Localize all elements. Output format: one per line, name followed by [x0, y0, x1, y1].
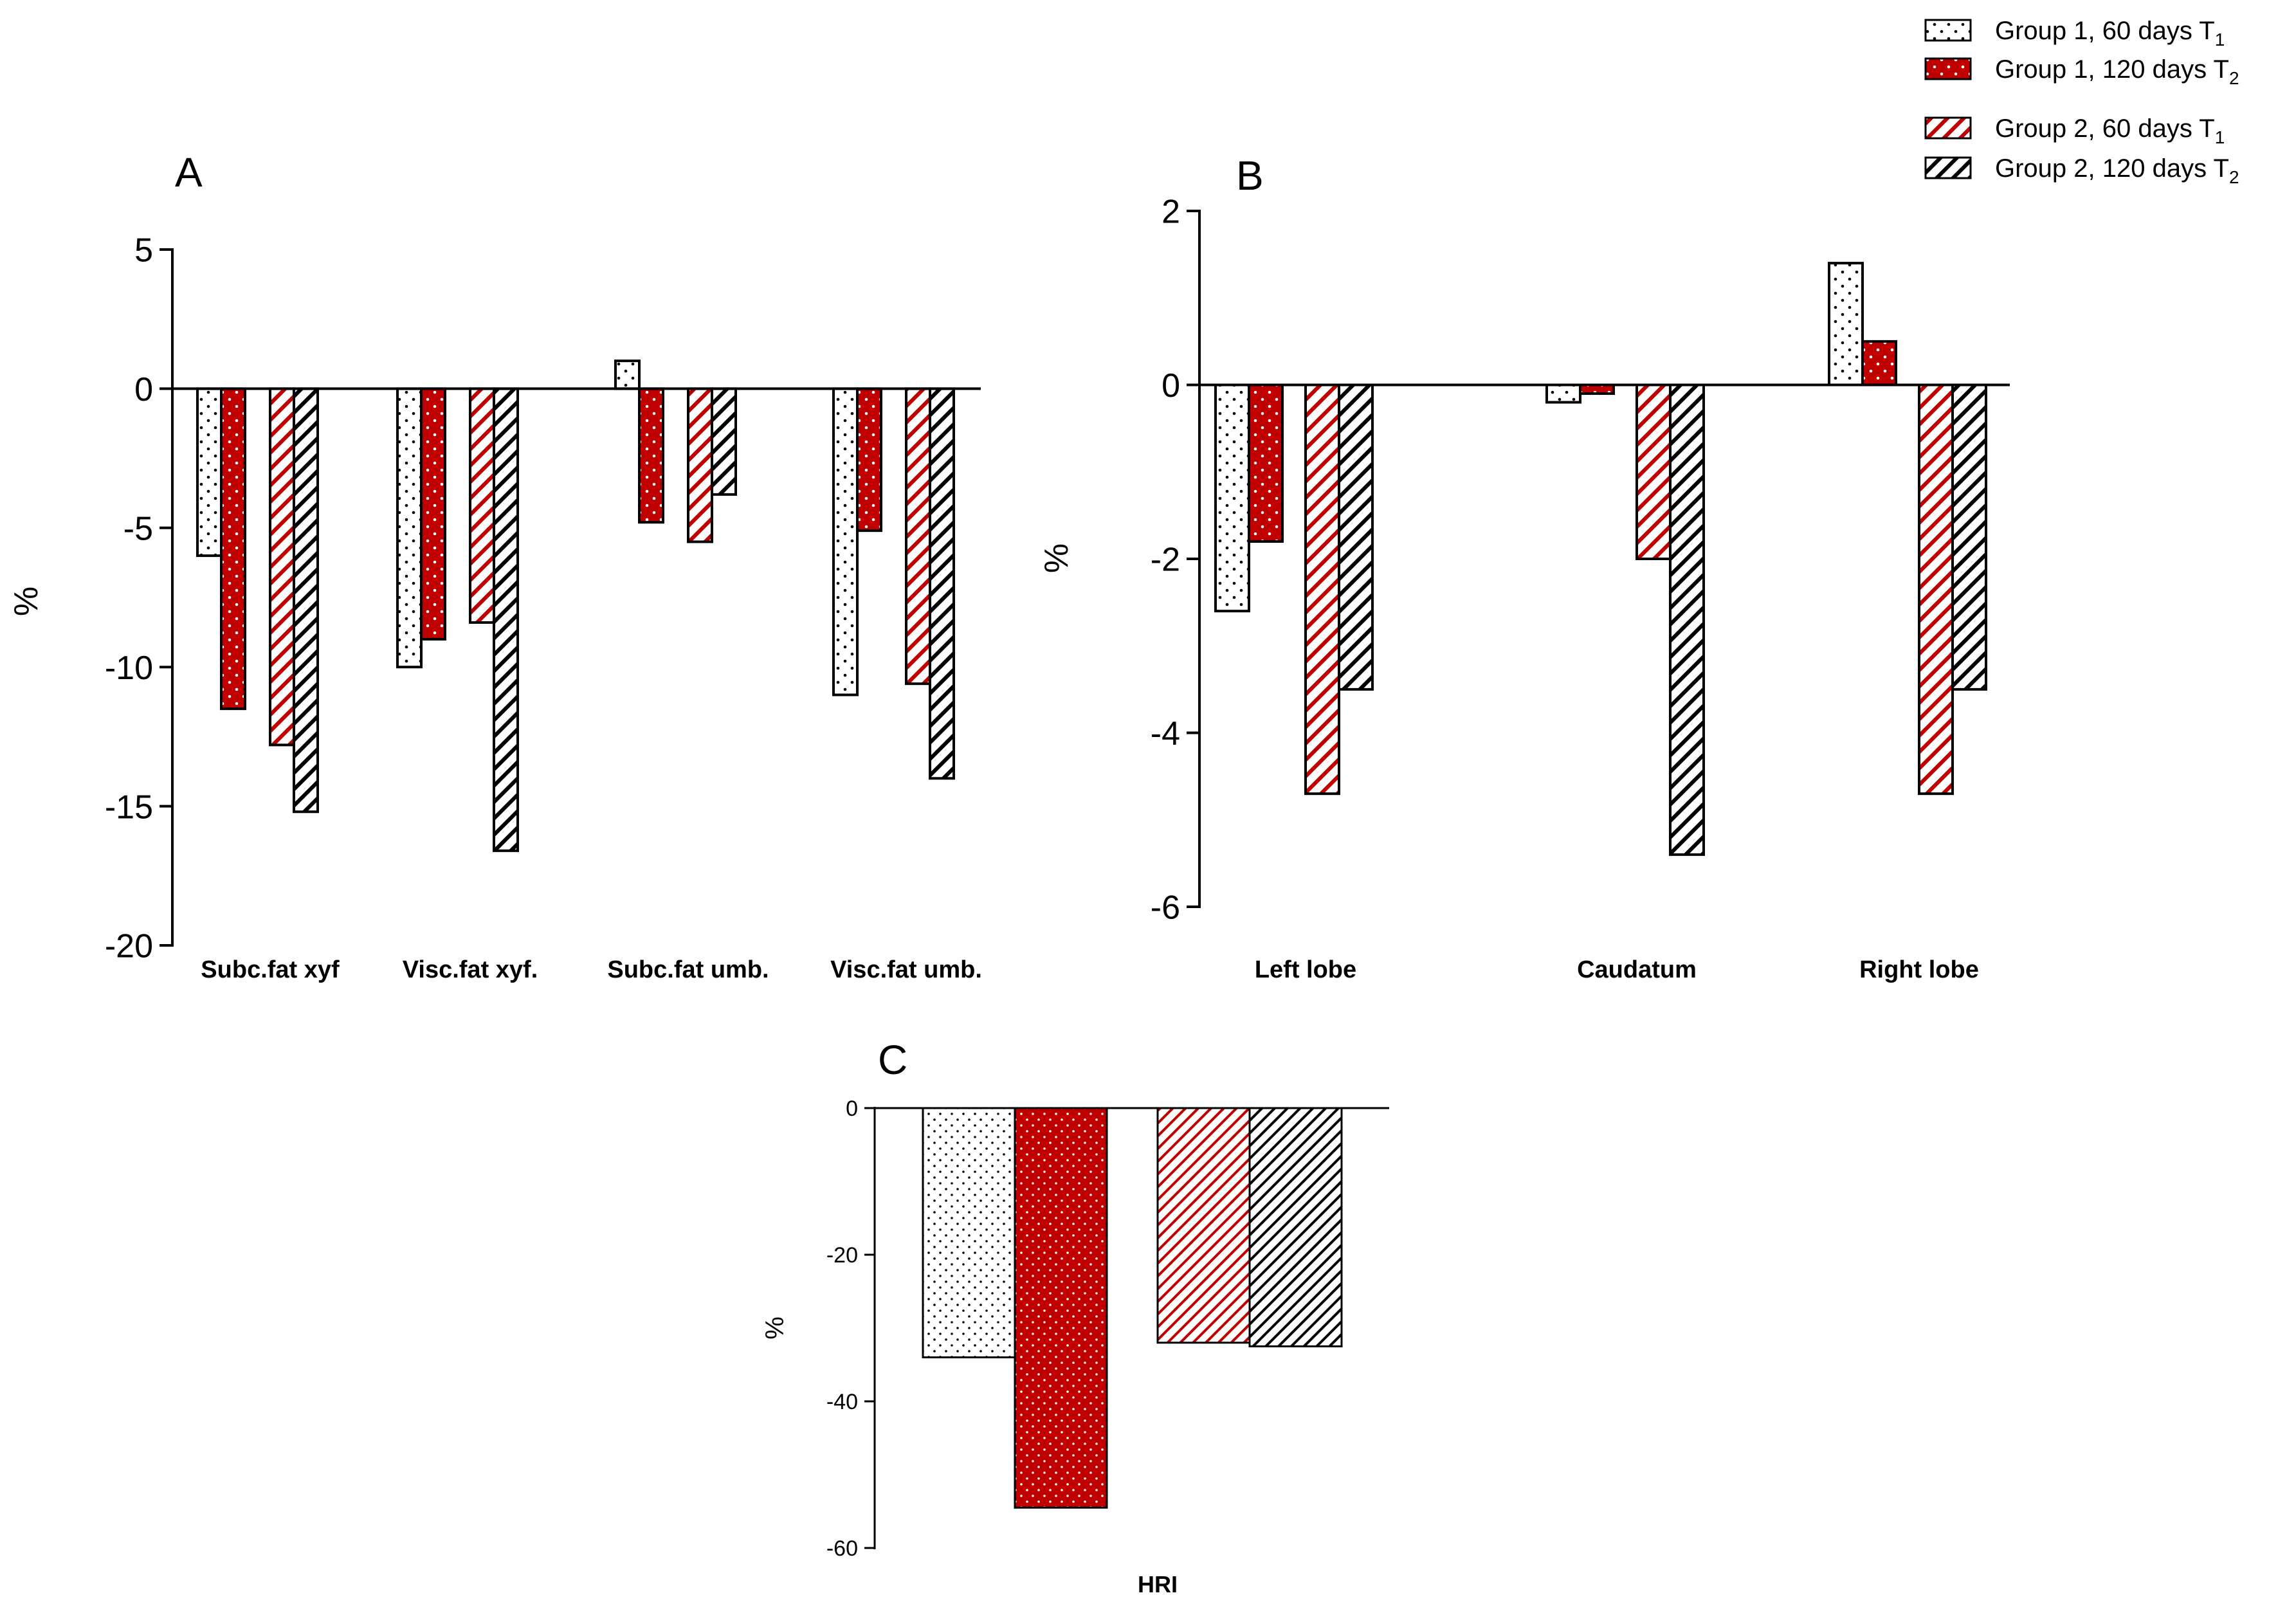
y-tick-label: -5 [123, 511, 153, 548]
legend-item: Group 1, 120 days T2 [1924, 55, 2239, 88]
bar-a-1-3 [493, 387, 519, 852]
category-label: Visc.fat umb. [830, 956, 982, 983]
category-label: Visc.fat xyf. [403, 956, 538, 983]
panel-letter: A [175, 149, 203, 196]
legend-label: Group 1, 60 days T1 [1995, 17, 2225, 50]
bar-b-2-0 [1828, 262, 1864, 387]
legend-label: Group 2, 120 days T2 [1995, 154, 2239, 187]
y-axis-label: % [8, 587, 45, 616]
y-tick-label: -20 [105, 928, 153, 965]
category-label: Right lobe [1859, 956, 1979, 983]
legend-label: Group 2, 60 days T1 [1995, 114, 2225, 147]
y-axis-label: % [761, 1316, 789, 1340]
y-tick-label: -20 [826, 1243, 858, 1268]
bar-a-3-3 [929, 387, 955, 780]
bar-b-2-2 [1918, 383, 1954, 796]
bar-c-0-3 [1248, 1107, 1343, 1347]
category-label: Subc.fat xyf [201, 956, 340, 983]
panel-a: A5 0 -5 -10 -15 -20% Subc.fat xyf Visc.fat xyf.… [8, 149, 982, 983]
y-tick-label: 0 [1162, 367, 1180, 405]
category-label: Left lobe [1255, 956, 1356, 983]
bar-b-2-3 [1951, 383, 1987, 691]
bar-a-2-0 [614, 359, 641, 390]
y-tick-label: -4 [1151, 715, 1180, 752]
category-label: Subc.fat umb. [607, 956, 769, 983]
panel-b: B 2 0 -2 -4 -6% Left lobe Caudatum Right lobe [1038, 152, 2010, 983]
y-tick-label: 5 [134, 232, 153, 269]
legend-item: Group 2, 120 days T2 [1924, 154, 2239, 187]
legend-swatch [1924, 116, 1972, 140]
bar-a-2-3 [711, 387, 737, 496]
legend-label: Group 1, 120 days T2 [1995, 55, 2239, 88]
y-tick-label: -6 [1151, 889, 1180, 927]
y-axis-label: % [1038, 543, 1075, 573]
y-tick-label: 0 [846, 1097, 858, 1121]
bar-a-1-2 [469, 387, 495, 624]
y-tick-label: -15 [105, 788, 153, 826]
bar-b-0-3 [1338, 383, 1374, 691]
panel-letter: B [1236, 152, 1264, 199]
bar-b-0-1 [1248, 383, 1284, 543]
bar-a-2-2 [687, 387, 713, 543]
bar-a-3-0 [832, 387, 859, 696]
bar-a-3-1 [856, 387, 882, 532]
bar-b-0-0 [1214, 383, 1250, 613]
bar-a-0-0 [196, 387, 223, 558]
legend-swatch [1924, 156, 1972, 179]
bar-b-1-0 [1545, 383, 1581, 404]
bar-b-0-2 [1304, 383, 1340, 796]
legend-swatch [1924, 57, 1972, 80]
legend-item: Group 2, 60 days T1 [1924, 114, 2225, 147]
panel-c: C0 -20 -40 -60% HRI [761, 1037, 1389, 1597]
bar-c-0-1 [1014, 1107, 1108, 1509]
bar-b-1-3 [1669, 383, 1705, 856]
y-tick-label: -40 [826, 1390, 858, 1414]
bar-a-1-1 [420, 387, 446, 641]
panel-letter: C [878, 1037, 907, 1083]
bar-b-1-2 [1635, 383, 1672, 560]
category-label: HRI [1138, 1571, 1178, 1597]
bar-c-0-0 [922, 1107, 1016, 1359]
bar-c-0-2 [1156, 1107, 1251, 1344]
legend-item: Group 1, 60 days T1 [1924, 17, 2225, 50]
y-tick-label: 2 [1162, 194, 1180, 231]
bar-a-0-2 [269, 387, 295, 747]
bar-a-0-3 [293, 387, 319, 814]
legend-swatch [1924, 19, 1972, 42]
category-label: Caudatum [1577, 956, 1697, 983]
y-tick-label: 0 [134, 371, 153, 408]
y-tick-label: -2 [1151, 542, 1180, 579]
y-tick-label: -60 [826, 1536, 858, 1561]
bar-b-2-1 [1861, 340, 1897, 387]
bar-a-0-1 [220, 387, 246, 711]
bar-a-2-1 [638, 387, 664, 524]
bar-b-1-1 [1579, 383, 1615, 396]
legend: Group 1, 60 days T1 Group 1, 120 days T2 G… [1924, 17, 2239, 187]
bar-a-1-0 [396, 387, 423, 669]
bar-a-3-2 [905, 387, 931, 686]
y-tick-label: -10 [105, 650, 153, 687]
